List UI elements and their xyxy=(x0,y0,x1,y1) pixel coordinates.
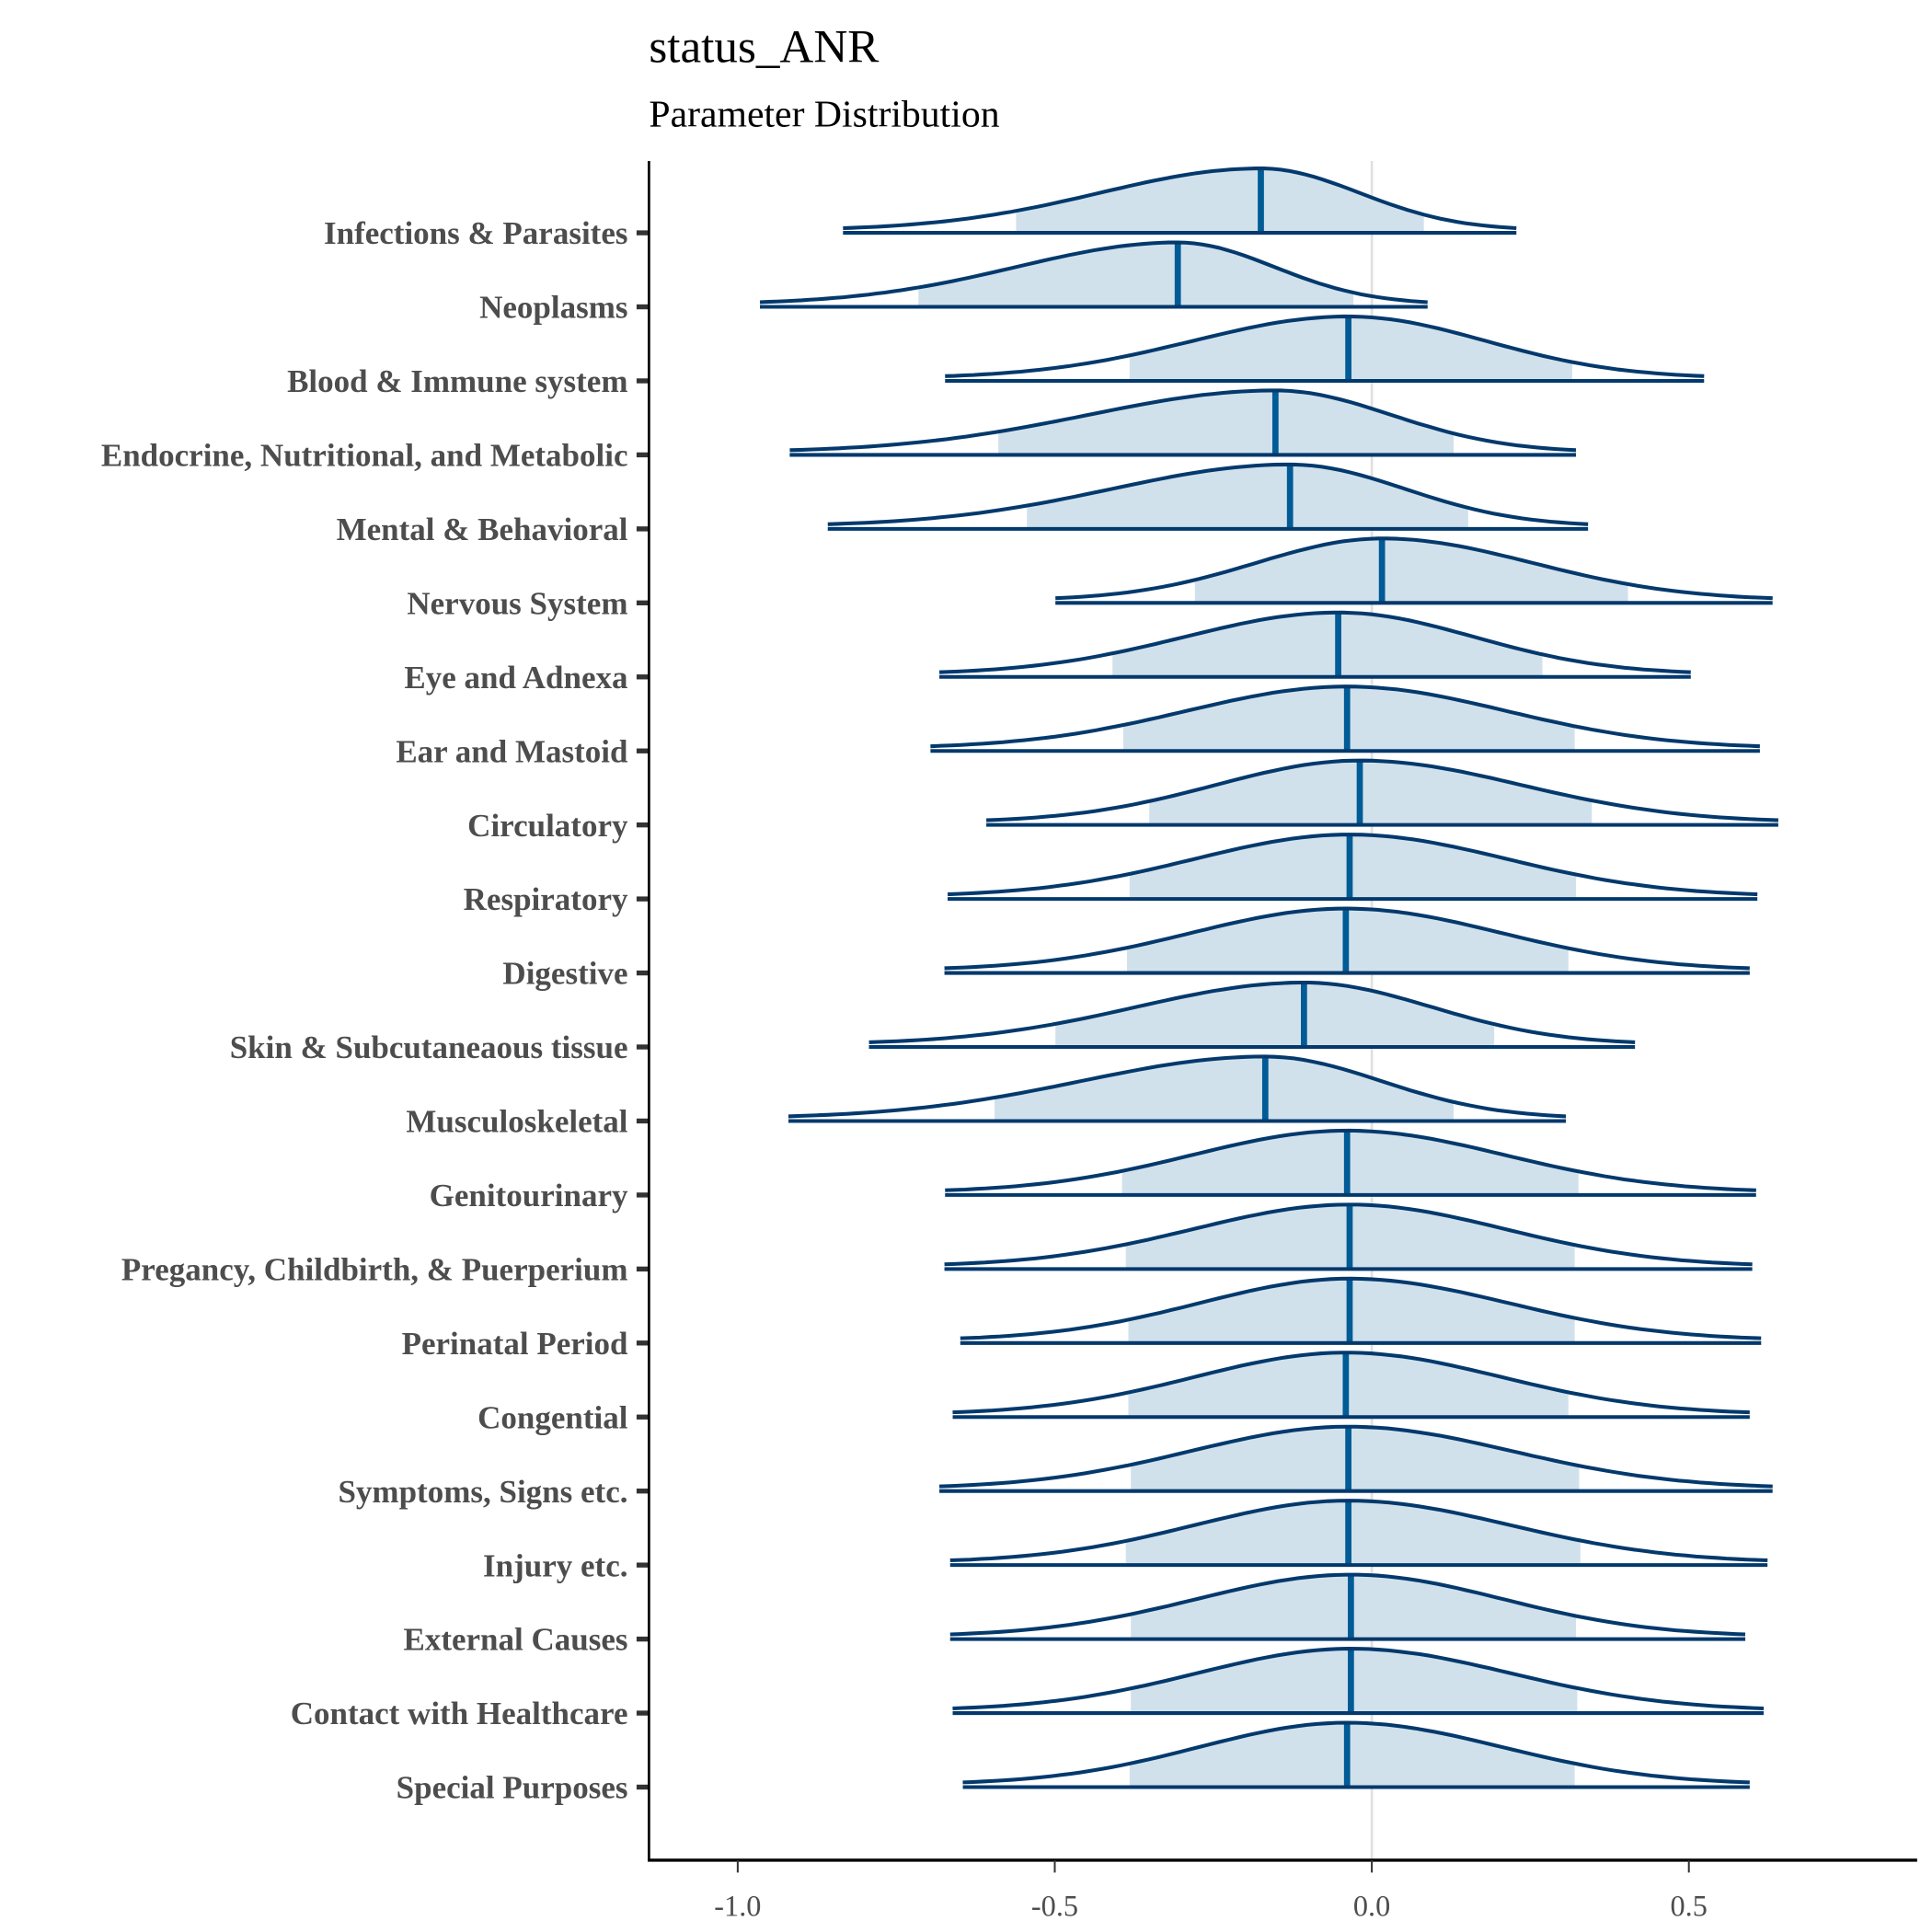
density-outline xyxy=(948,833,1758,897)
y-tick-label: Respiratory xyxy=(464,881,628,917)
y-tick-label: Infections & Parasites xyxy=(324,215,628,251)
density-outline xyxy=(944,906,1750,971)
density-row: Neoplasms xyxy=(479,240,1428,326)
interval-area xyxy=(1131,1648,1578,1714)
interval-area xyxy=(918,242,1354,307)
y-tick-label: Endocrine, Nutritional, and Metabolic xyxy=(101,438,628,474)
density-outline xyxy=(759,240,1428,305)
density-row: Congential xyxy=(477,1351,1750,1435)
x-tick-label: 0.5 xyxy=(1671,1890,1708,1923)
interval-area xyxy=(1149,760,1593,825)
y-tick-label: Injury etc. xyxy=(483,1547,627,1583)
interval-area xyxy=(1125,1501,1581,1566)
interval-area xyxy=(1055,983,1495,1048)
density-row: Eye and Adnexa xyxy=(404,610,1691,696)
y-tick-label: Symptoms, Signs etc. xyxy=(338,1474,627,1510)
density-row: Symptoms, Signs etc. xyxy=(338,1424,1773,1510)
y-tick-label: Pregancy, Childbirth, & Puerperium xyxy=(121,1251,628,1287)
density-outline xyxy=(986,758,1779,822)
x-tick-label: -1.0 xyxy=(714,1890,761,1923)
density-outline xyxy=(789,388,1577,453)
density-row: Special Purposes xyxy=(397,1720,1750,1806)
density-row: Perinatal Period xyxy=(402,1276,1762,1362)
density-outline xyxy=(945,1128,1756,1192)
density-row: Injury etc. xyxy=(483,1499,1768,1583)
interval-area xyxy=(1129,834,1577,900)
density-row: Contact with Healthcare xyxy=(291,1646,1765,1731)
density-outline xyxy=(938,1424,1773,1489)
interval-area xyxy=(1129,1722,1575,1788)
interval-area xyxy=(994,1056,1455,1121)
density-outline xyxy=(843,167,1517,230)
density-outline xyxy=(952,1351,1750,1415)
density-row: Skin & Subcutaneaous tissue xyxy=(230,981,1636,1065)
y-tick-label: External Causes xyxy=(403,1622,627,1658)
interval-area xyxy=(1131,1426,1580,1491)
density-row: Infections & Parasites xyxy=(324,167,1517,251)
y-tick-label: Special Purposes xyxy=(397,1770,628,1806)
x-tick-label: -0.5 xyxy=(1031,1890,1078,1923)
x-tick-label: 0.0 xyxy=(1353,1890,1390,1923)
y-tick-label: Perinatal Period xyxy=(402,1326,628,1362)
interval-area xyxy=(1027,464,1468,529)
interval-area xyxy=(1016,168,1424,234)
y-tick-label: Neoplasms xyxy=(479,290,627,326)
density-row: Ear and Mastoid xyxy=(396,684,1760,769)
density-row: Mental & Behavioral xyxy=(337,462,1589,547)
density-row: Endocrine, Nutritional, and Metabolic xyxy=(101,388,1577,474)
density-row: External Causes xyxy=(403,1572,1746,1658)
density-row: Circulatory xyxy=(467,758,1779,844)
interval-area xyxy=(1194,538,1628,604)
density-row: Blood & Immune system xyxy=(287,314,1705,399)
density-row: Respiratory xyxy=(464,833,1758,917)
y-tick-label: Circulatory xyxy=(467,808,628,844)
y-tick-label: Musculoskeletal xyxy=(406,1104,627,1140)
density-row: Pregancy, Childbirth, & Puerperium xyxy=(121,1202,1753,1287)
y-tick-label: Skin & Subcutaneaous tissue xyxy=(230,1029,628,1065)
density-row: Genitourinary xyxy=(430,1128,1756,1213)
density-row: Musculoskeletal xyxy=(406,1054,1567,1140)
density-outline xyxy=(962,1720,1750,1785)
y-tick-label: Nervous System xyxy=(407,585,627,621)
interval-area xyxy=(1112,612,1543,677)
y-tick-label: Digestive xyxy=(502,956,627,992)
y-tick-label: Eye and Adnexa xyxy=(404,660,627,696)
chart-title: status_ANR xyxy=(649,20,880,73)
density-outline xyxy=(827,462,1589,526)
y-tick-label: Mental & Behavioral xyxy=(337,512,628,547)
density-outline xyxy=(960,1276,1762,1340)
chart-subtitle: Parameter Distribution xyxy=(649,93,999,135)
density-outline xyxy=(944,1202,1753,1267)
density-outline xyxy=(868,981,1636,1044)
density-outline xyxy=(952,1646,1765,1711)
density-outline xyxy=(930,684,1760,749)
plot-area: Infections & Parasites Neoplasms Blood & I… xyxy=(101,161,1917,1923)
y-tick-label: Contact with Healthcare xyxy=(291,1696,628,1731)
density-outline xyxy=(945,314,1705,378)
density-outline xyxy=(938,610,1691,674)
density-row: Nervous System xyxy=(407,536,1773,621)
density-outline xyxy=(949,1499,1768,1563)
y-tick-label: Blood & Immune system xyxy=(287,363,627,399)
density-outline xyxy=(949,1572,1746,1637)
density-row: Digestive xyxy=(502,906,1750,992)
interval-area xyxy=(1121,1130,1579,1195)
interval-area xyxy=(998,390,1455,455)
density-outline xyxy=(1055,536,1773,601)
density-outline xyxy=(788,1054,1567,1119)
y-tick-label: Ear and Mastoid xyxy=(396,733,628,769)
y-tick-label: Congential xyxy=(477,1399,628,1435)
y-tick-label: Genitourinary xyxy=(430,1178,628,1213)
